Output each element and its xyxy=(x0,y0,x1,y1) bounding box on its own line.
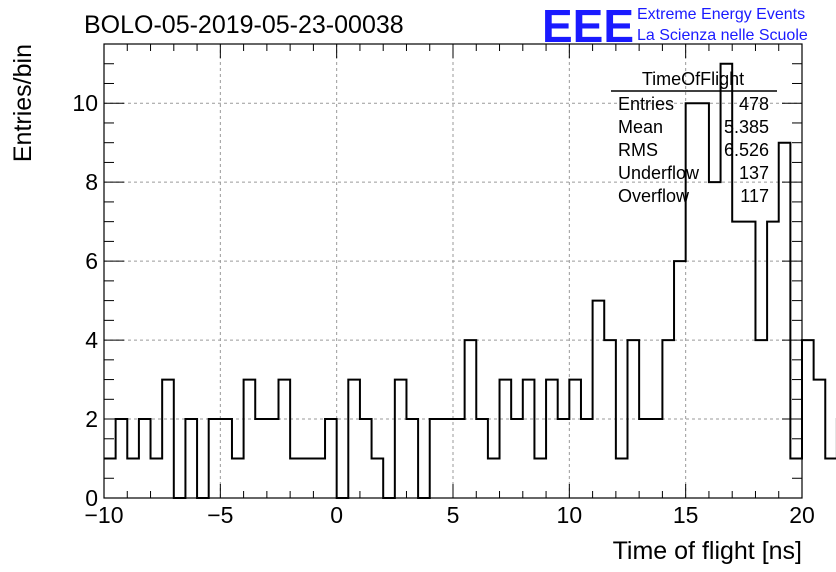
eee-logo: EEE Extreme Energy Events La Scienza nel… xyxy=(542,0,808,52)
y-tick-label: 0 xyxy=(85,485,98,511)
logo-line-1: Extreme Energy Events xyxy=(637,6,805,23)
y-tick-label: 8 xyxy=(85,169,98,195)
y-tick-label: 6 xyxy=(85,248,98,274)
stats-row-value: 137 xyxy=(739,163,769,183)
stats-row-label: RMS xyxy=(618,140,658,160)
stats-row-label: Underflow xyxy=(618,163,700,183)
stats-box-title: TimeOfFlight xyxy=(642,69,744,89)
histogram-series xyxy=(104,62,836,499)
axis-ticks xyxy=(103,43,803,499)
stats-row-value: 6.526 xyxy=(724,140,769,160)
stats-rows: Entries 478 Mean 5.385 RMS 6.526 Underflow 137 O… xyxy=(618,94,769,206)
x-tick-label: −10 xyxy=(84,502,123,528)
stats-box: TimeOfFlight Entries 478 Mean 5.385 RMS 6.526… xyxy=(611,69,777,206)
stats-row-label: Overflow xyxy=(618,186,690,206)
chart-title: BOLO-05-2019-05-23-00038 xyxy=(84,11,404,39)
y-tick-labels: 0 2 4 6 8 10 xyxy=(72,90,98,511)
stats-row-value: 117 xyxy=(740,186,769,206)
x-tick-label: 20 xyxy=(789,502,815,528)
logo-mark: EEE xyxy=(542,0,634,52)
y-tick-label: 10 xyxy=(72,90,98,116)
stats-row-value: 5.385 xyxy=(724,117,769,137)
x-tick-label: −5 xyxy=(207,502,233,528)
stats-row-label: Mean xyxy=(618,117,663,137)
x-tick-label: 15 xyxy=(673,502,699,528)
x-tick-label: 0 xyxy=(330,502,343,528)
x-tick-label: 5 xyxy=(447,502,460,528)
x-tick-label: 10 xyxy=(557,502,583,528)
x-tick-labels: −10 −5 0 5 10 15 20 xyxy=(84,502,814,528)
y-tick-label: 4 xyxy=(85,327,98,353)
x-axis-title: Time of flight [ns] xyxy=(613,537,802,565)
y-axis-title: Entries/bin xyxy=(9,44,37,162)
stats-row-value: 478 xyxy=(739,94,769,114)
stats-row-label: Entries xyxy=(618,94,674,114)
logo-line-2: La Scienza nelle Scuole xyxy=(637,27,808,44)
y-tick-label: 2 xyxy=(85,406,98,432)
